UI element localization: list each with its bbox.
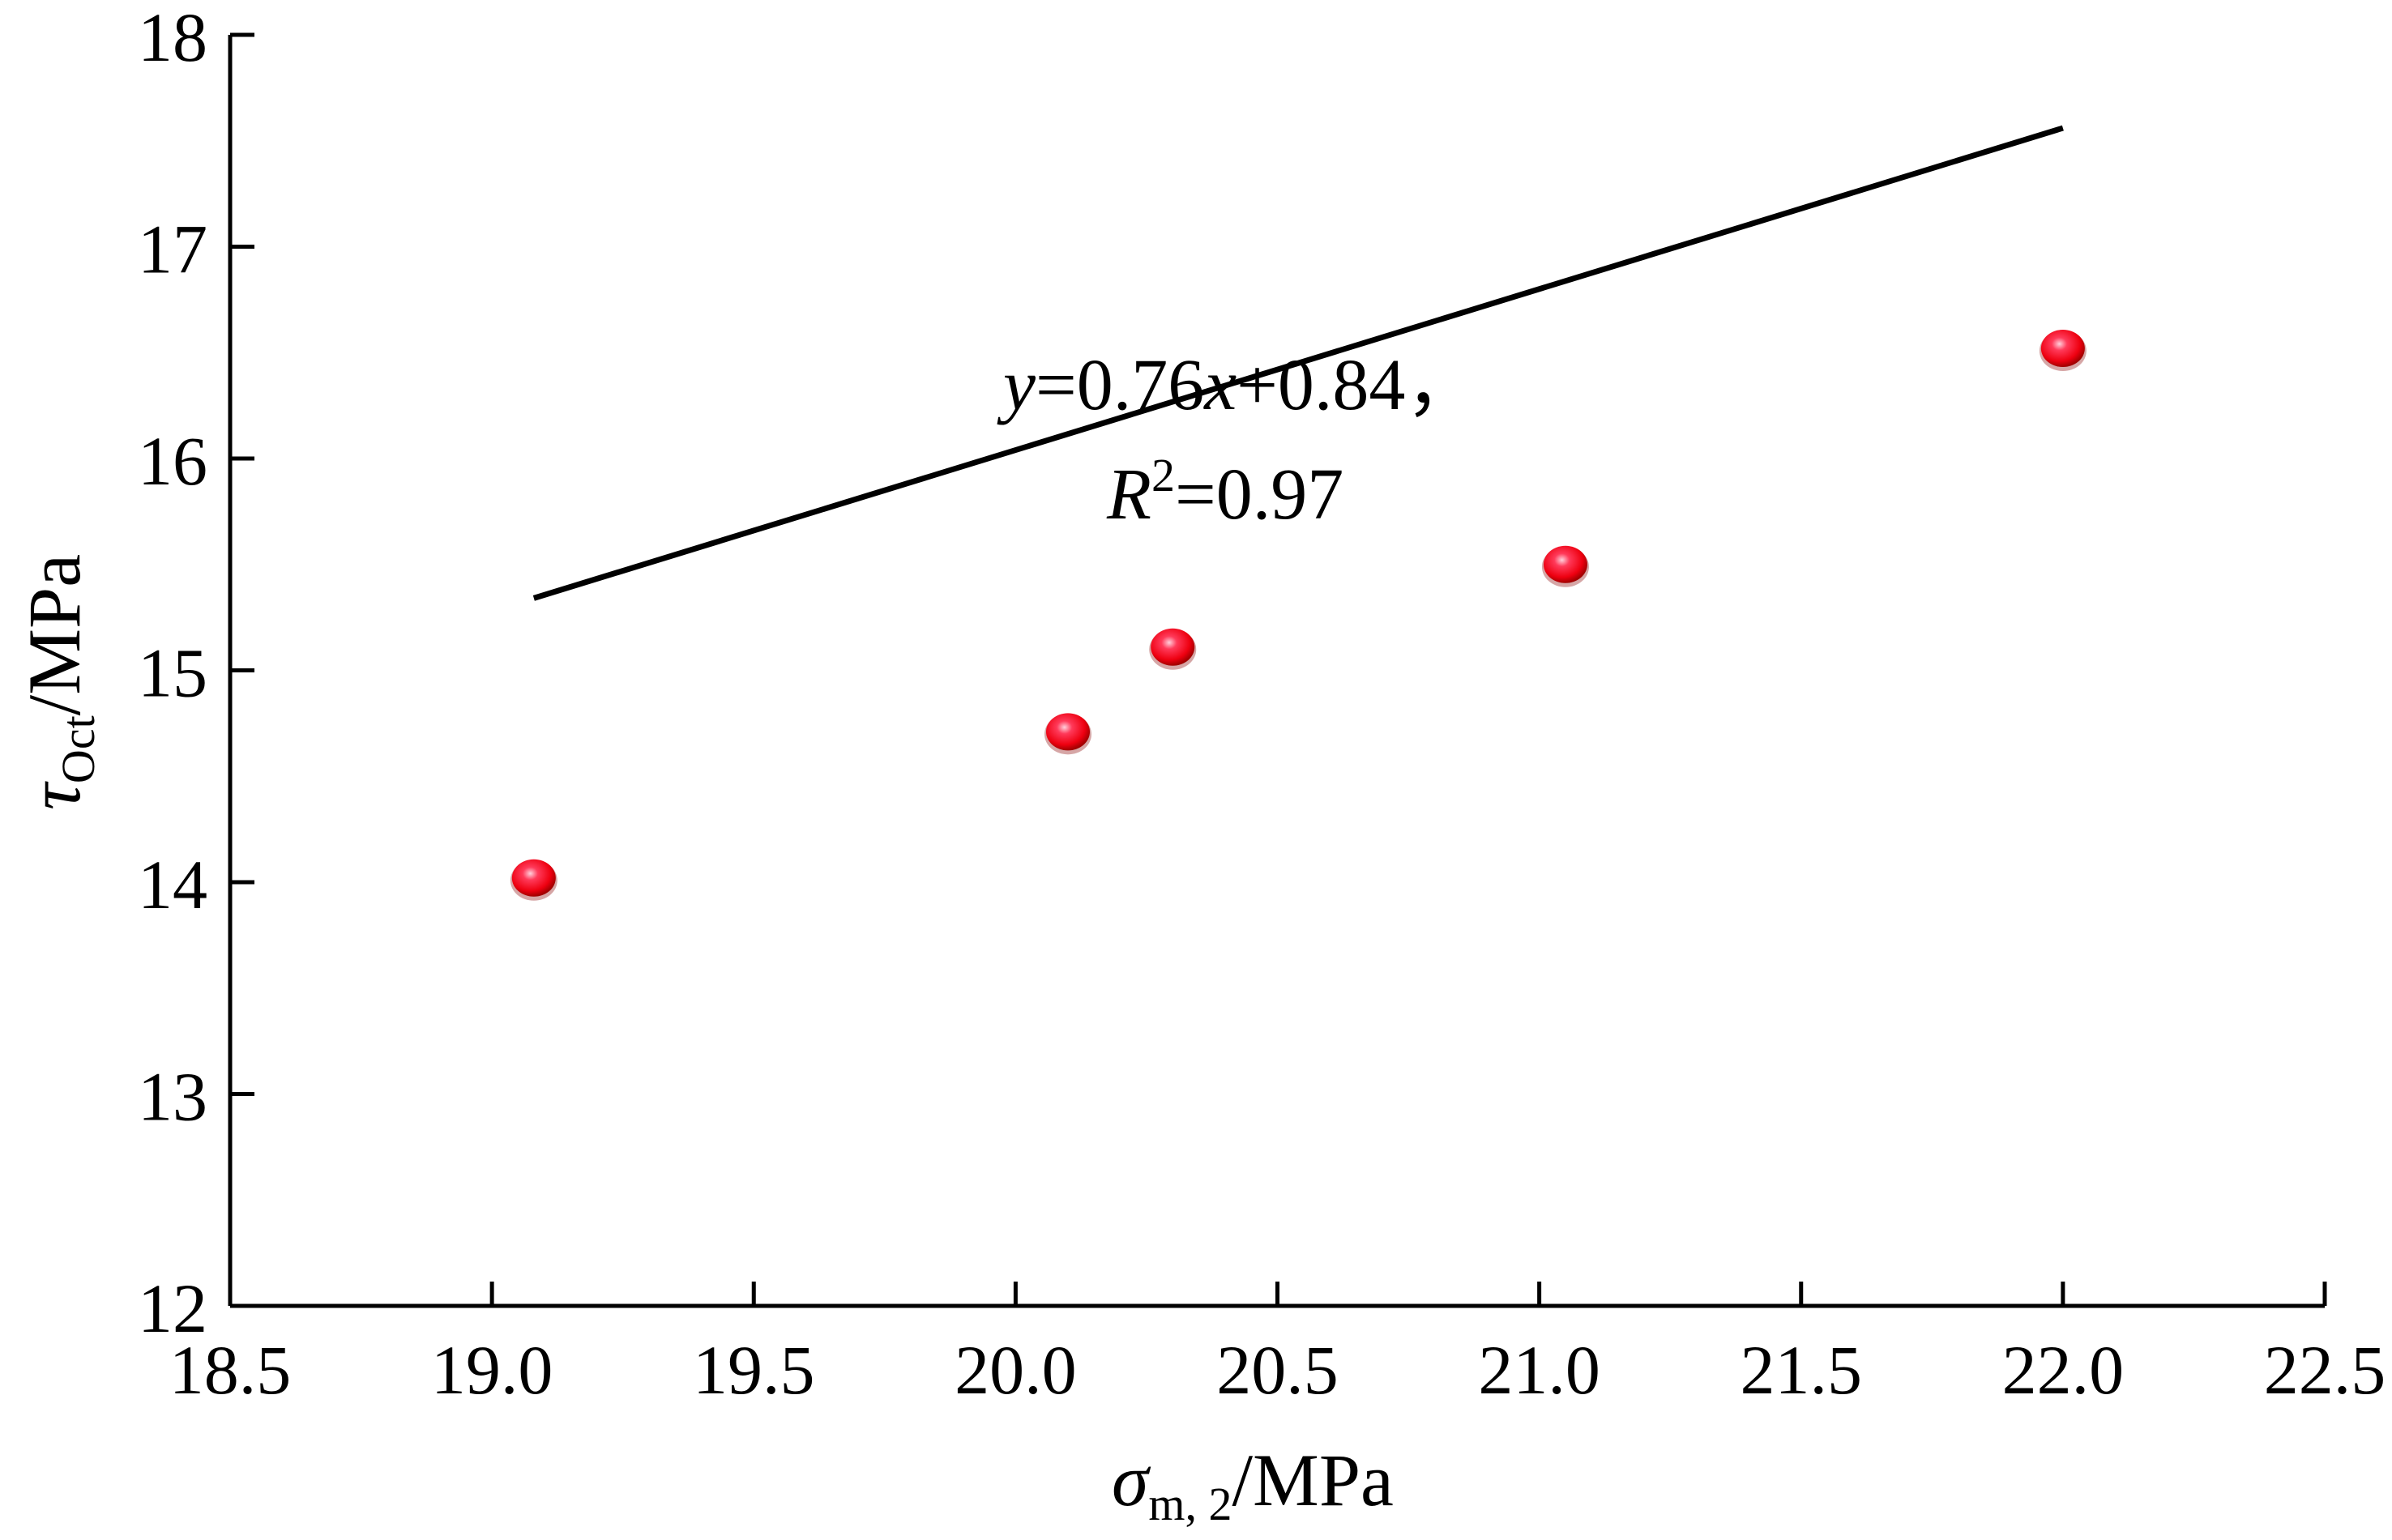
r-squared: R2=0.97: [1106, 449, 1343, 535]
fit-line-group: [532, 125, 2064, 601]
eq-tail: +0.84，: [1237, 345, 1478, 425]
y-label-symbol: τ: [13, 781, 96, 810]
x-axis-ticks: 18.5 19.0 19.5 20.0 20.5 21.0 21.5 22.0 22.5: [169, 1282, 2386, 1409]
x-label-symbol: σ: [1112, 1439, 1151, 1521]
r2-r: R: [1106, 454, 1151, 535]
x-label-subscript: m, 2: [1148, 1478, 1232, 1530]
x-axis-label: σm, 2/MPa: [1112, 1439, 1394, 1530]
data-point: [510, 859, 557, 901]
y-label-unit: /MPa: [13, 554, 96, 715]
x-tick-label: 21.0: [1478, 1331, 1600, 1409]
r2-sup: 2: [1151, 449, 1175, 501]
data-point: [2039, 330, 2087, 372]
data-point: [1149, 628, 1197, 670]
x-tick-label: 22.5: [2264, 1331, 2386, 1409]
data-points: [510, 330, 2087, 901]
r2-tail: =0.97: [1175, 454, 1343, 535]
x-tick-label: 19.0: [431, 1331, 553, 1409]
y-tick-label: 17: [138, 211, 207, 288]
eq-y: y: [997, 345, 1036, 425]
y-tick-label: 14: [138, 846, 207, 924]
y-label-subscript: Oct: [52, 715, 105, 783]
y-tick-label: 18: [138, 0, 207, 76]
eq-mid: =0.76: [1036, 345, 1204, 425]
fit-equation: y=0.76x+0.84，: [997, 345, 1478, 425]
x-label-unit: /MPa: [1232, 1439, 1394, 1521]
y-axis-ticks: 12 13 14 15 16 17 18: [138, 0, 254, 1347]
x-tick-label: 20.0: [955, 1331, 1077, 1409]
data-point: [1044, 713, 1091, 755]
x-tick-label: 20.5: [1216, 1331, 1339, 1409]
axes: [228, 35, 2325, 1308]
x-tick-label: 19.5: [693, 1331, 815, 1409]
y-tick-label: 12: [138, 1269, 207, 1347]
eq-x: x: [1202, 345, 1237, 425]
y-tick-label: 16: [138, 422, 207, 500]
data-point: [1541, 545, 1589, 587]
x-tick-label: 22.0: [2002, 1331, 2125, 1409]
y-tick-label: 13: [138, 1058, 207, 1136]
fit-line: [532, 125, 2064, 601]
y-tick-label: 15: [138, 634, 207, 712]
y-axis-label: τOct/MPa: [13, 554, 105, 810]
x-tick-label: 21.5: [1741, 1331, 1863, 1409]
x-tick-label: 18.5: [169, 1331, 292, 1409]
